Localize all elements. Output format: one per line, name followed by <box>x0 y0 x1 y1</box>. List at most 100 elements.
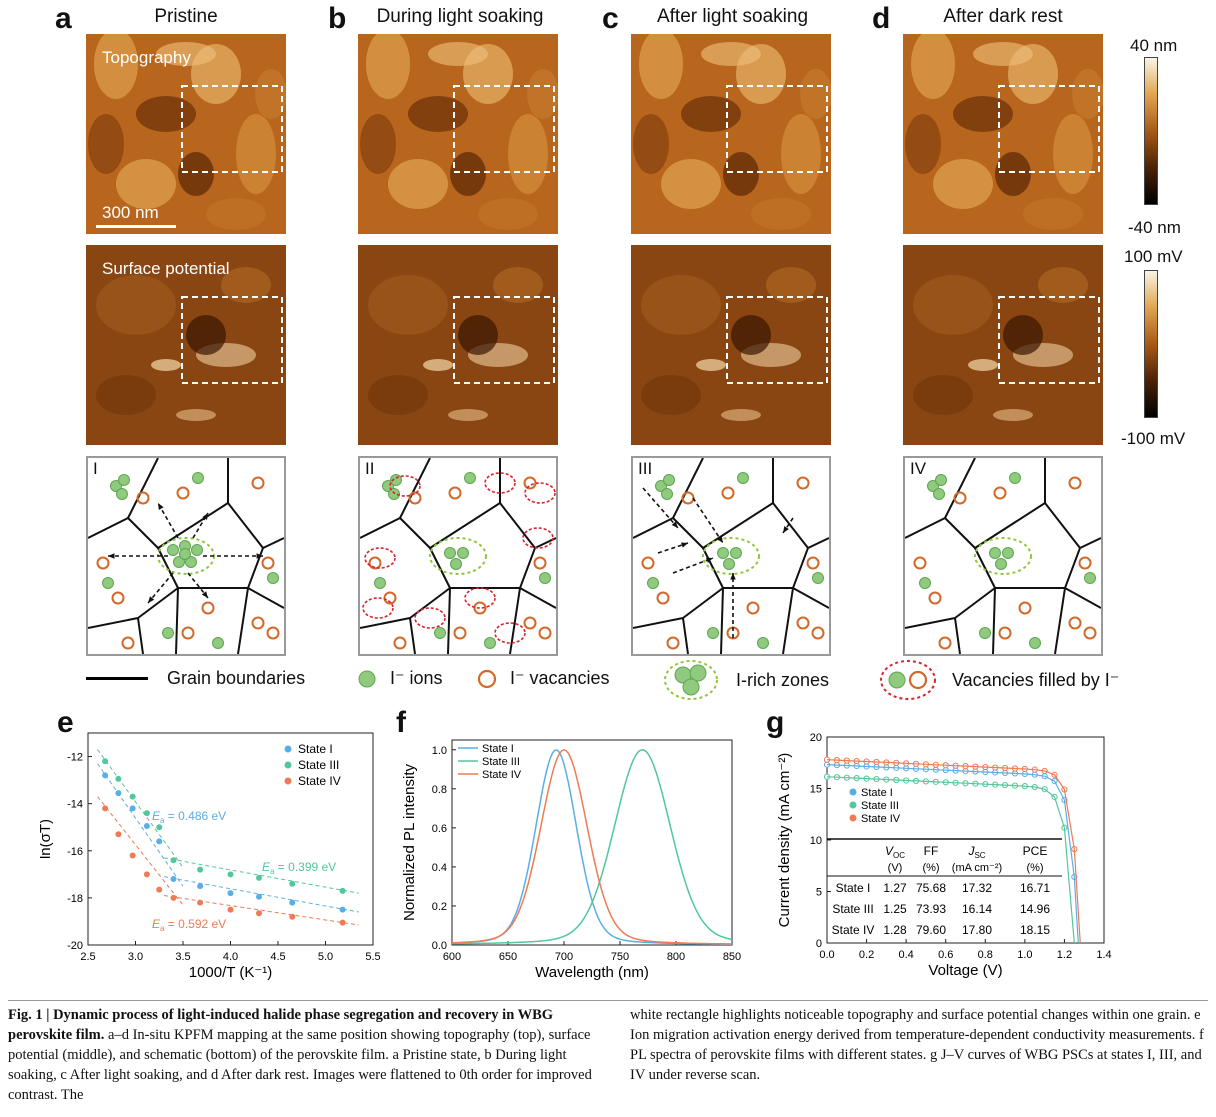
vacancy <box>1083 626 1097 640</box>
data-point <box>156 824 163 831</box>
data-point <box>227 890 234 897</box>
grain-boundary <box>904 517 946 539</box>
filled-vacancy-zone <box>522 527 554 549</box>
activation-energy-label: Ea = 0.592 eV <box>152 917 226 933</box>
grain-boundary <box>702 547 724 589</box>
filled-vacancy-zone <box>484 472 516 494</box>
data-point <box>129 805 136 812</box>
filled-vacancy-zone <box>414 607 446 629</box>
grain-blob <box>766 267 816 303</box>
ion <box>192 472 204 484</box>
grain-boundary <box>359 617 411 629</box>
grain-blob <box>781 114 821 194</box>
grain-blob <box>96 275 176 335</box>
vacancy <box>928 591 942 605</box>
vacancy <box>538 626 552 640</box>
arrow-head <box>202 513 208 520</box>
y-axis-label: Normalized PL intensity <box>401 763 418 921</box>
x-tick-label: 0.4 <box>898 949 913 961</box>
schematic-state-a: I <box>93 459 98 478</box>
grain-blob <box>236 114 276 194</box>
y-tick-label: -16 <box>67 846 83 858</box>
vacancy <box>1068 476 1082 490</box>
grain-boundary <box>792 547 809 589</box>
grain-boundary <box>672 517 704 549</box>
vacancy <box>523 616 537 630</box>
fit-line <box>163 876 359 913</box>
grain-blob <box>428 42 488 66</box>
grain-blob <box>751 198 811 230</box>
grain-boundary <box>237 587 249 655</box>
ion <box>167 544 179 556</box>
ion <box>919 577 931 589</box>
table-cell: State IV <box>832 923 875 937</box>
data-point <box>156 838 163 845</box>
colorbar-pot-max: 100 mV <box>1124 247 1183 266</box>
grain-boundary <box>632 617 684 629</box>
grain-blob <box>1023 198 1083 230</box>
vacancy <box>523 476 537 490</box>
vacancy <box>111 591 125 605</box>
x-tick-label: 0.8 <box>978 949 993 961</box>
legend-ions: I⁻ ions <box>390 668 443 688</box>
data-point <box>197 883 204 890</box>
grain-blob <box>448 409 488 421</box>
grain-boundary <box>137 617 144 655</box>
topography-map <box>631 34 831 234</box>
x-tick-label: 650 <box>499 951 517 963</box>
grain-blob <box>458 315 498 355</box>
surface-potential-label: Surface potential <box>102 259 230 278</box>
panel-title-a: Pristine <box>154 6 218 27</box>
vacancy <box>746 601 760 615</box>
legend-marker <box>284 777 292 785</box>
grain-blob <box>88 114 124 174</box>
data-point <box>156 886 163 893</box>
grain-boundary <box>399 457 431 519</box>
ion-rich-zone <box>429 537 487 575</box>
legend-vacancy-icon <box>477 669 497 689</box>
grain-blob <box>633 114 669 174</box>
schematic-a <box>86 456 286 656</box>
data-point <box>339 887 346 894</box>
vacancy <box>121 636 135 650</box>
grain-blob <box>96 375 156 415</box>
panel-letter-c: c <box>602 2 619 35</box>
data-point <box>197 866 204 873</box>
y-tick-label: 0.6 <box>432 823 447 835</box>
y-tick-label: 10 <box>810 835 822 847</box>
table-cell: State I <box>836 881 871 895</box>
ion <box>1029 637 1041 649</box>
migration-arrow <box>657 542 689 554</box>
ion <box>179 548 191 560</box>
data-point <box>143 823 150 830</box>
grain-blob <box>905 114 941 174</box>
ion <box>434 627 446 639</box>
grain-blob <box>388 159 448 209</box>
data-point <box>102 805 109 812</box>
y-tick-label: -20 <box>67 940 83 952</box>
panel-letter-f: f <box>396 706 406 739</box>
vacancy <box>453 626 467 640</box>
legend-label: State I <box>298 742 333 756</box>
potential-map <box>631 245 831 445</box>
panel-letter-a: a <box>55 2 72 35</box>
grain-blob <box>423 359 453 371</box>
grain-blob <box>176 409 216 421</box>
grain-blob <box>368 275 448 335</box>
y-tick-label: -14 <box>67 799 83 811</box>
fit-line <box>97 763 184 887</box>
x-tick-label: 1.0 <box>1017 949 1032 961</box>
ion <box>212 637 224 649</box>
table-unit: (%) <box>1026 862 1043 874</box>
ion <box>723 558 735 570</box>
ion <box>995 558 1007 570</box>
schematic-c <box>631 456 831 656</box>
legend-rich-zone-icon <box>664 660 718 700</box>
x-tick-label: 4.5 <box>270 951 285 963</box>
y-axis-label: Current density (mA cm⁻²) <box>776 753 793 928</box>
grain-blob <box>493 267 543 303</box>
x-axis-label: Voltage (V) <box>928 962 1002 979</box>
data-point <box>289 913 296 920</box>
grain-boundary <box>127 517 159 549</box>
highlight-rectangle <box>998 296 1100 384</box>
